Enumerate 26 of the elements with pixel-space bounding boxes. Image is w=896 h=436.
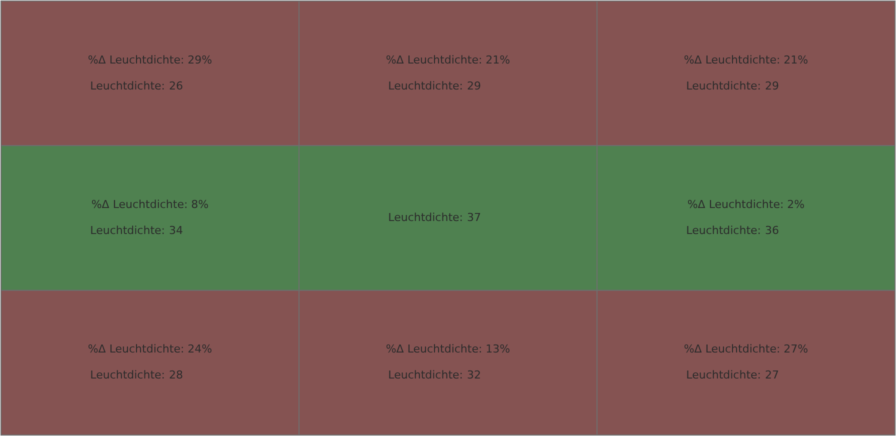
annotation: %Δ Leuchtdichte: 13% <box>386 342 510 356</box>
annotation: %Δ Leuchtdichte: 2% <box>687 198 805 211</box>
data-label: 27 <box>765 368 779 382</box>
data-label: 32 <box>467 368 481 382</box>
data-label: 34 <box>169 224 183 237</box>
text: Leuchtdichte: <box>686 368 761 382</box>
text: Leuchtdichte: <box>90 79 165 92</box>
data-label: 36 <box>765 224 779 237</box>
annotation: %Δ Leuchtdichte: 21% <box>386 53 510 66</box>
annotation: %Δ Leuchtdichte: 27% <box>684 342 808 356</box>
annotation: %Δ Leuchtdichte: 8% <box>91 198 209 211</box>
text: Leuchtdichte: <box>388 79 463 92</box>
text: Leuchtdichte: <box>388 368 463 382</box>
text: Leuchtdichte: <box>686 79 761 92</box>
data-label: 29 <box>467 79 481 92</box>
text: Leuchtdichte: <box>90 224 165 237</box>
data-label: 37 <box>467 211 481 224</box>
data-label: 29 <box>765 79 779 92</box>
text: Leuchtdichte: <box>686 224 761 237</box>
annotation: %Δ Leuchtdichte: 24% <box>88 342 212 356</box>
text: Leuchtdichte: <box>90 368 165 382</box>
data-label: 26 <box>169 79 183 92</box>
annotation: %Δ Leuchtdichte: 29% <box>88 53 212 66</box>
data-label: 28 <box>169 368 183 382</box>
annotation: %Δ Leuchtdichte: 21% <box>684 53 808 66</box>
color-bar-title: Leuchtdichte: <box>388 211 463 224</box>
